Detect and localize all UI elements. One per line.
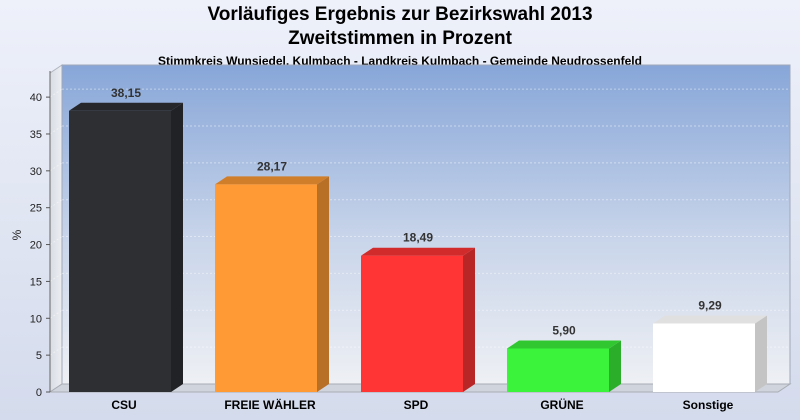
y-axis-label: % — [10, 229, 24, 240]
x-category-label: FREIE WÄHLER — [224, 397, 316, 412]
bar-spd: 18,49 — [361, 231, 475, 392]
y-tick-label: 0 — [36, 387, 42, 399]
x-category-label: GRÜNE — [540, 397, 583, 412]
y-tick-label: 15 — [30, 276, 42, 288]
x-category-label: CSU — [111, 398, 136, 412]
y-tick-label: 40 — [30, 92, 42, 104]
bar-top — [69, 103, 183, 111]
y-tick-label: 30 — [30, 166, 42, 178]
x-category-label: Sonstige — [683, 398, 734, 412]
bar-top — [653, 316, 767, 324]
bar-value-label: 5,90 — [552, 324, 576, 338]
y-tick-label: 25 — [30, 203, 42, 215]
bar-side — [755, 316, 767, 392]
bar — [507, 349, 609, 392]
bar — [69, 111, 171, 392]
bar-csu: 38,15 — [69, 86, 183, 392]
y-tick-label: 5 — [36, 350, 42, 362]
bar-top — [361, 248, 475, 256]
y-tick-label: 10 — [30, 313, 42, 325]
bar-top — [215, 176, 329, 184]
bar-top — [507, 341, 621, 349]
bar-value-label: 9,29 — [698, 299, 722, 313]
bar-side — [317, 176, 329, 392]
bar — [215, 184, 317, 392]
bar — [653, 324, 755, 392]
y-tick-label: 20 — [30, 240, 42, 252]
bar-value-label: 38,15 — [111, 86, 141, 100]
bar — [361, 256, 463, 392]
x-category-label: SPD — [404, 398, 429, 412]
plot-left-wall — [50, 65, 62, 392]
bar-side — [171, 103, 183, 392]
y-tick-label: 35 — [30, 129, 42, 141]
bar-value-label: 28,17 — [257, 159, 287, 173]
bar-value-label: 18,49 — [403, 231, 433, 245]
bar-chart: 0 5 10 15 20 25 30 35 40% 38,15 28,17 18,49 5,90 9,2… — [0, 0, 800, 420]
bar-side — [609, 341, 621, 392]
bar-side — [463, 248, 475, 392]
bar-freie-w-hler: 28,17 — [215, 159, 329, 392]
